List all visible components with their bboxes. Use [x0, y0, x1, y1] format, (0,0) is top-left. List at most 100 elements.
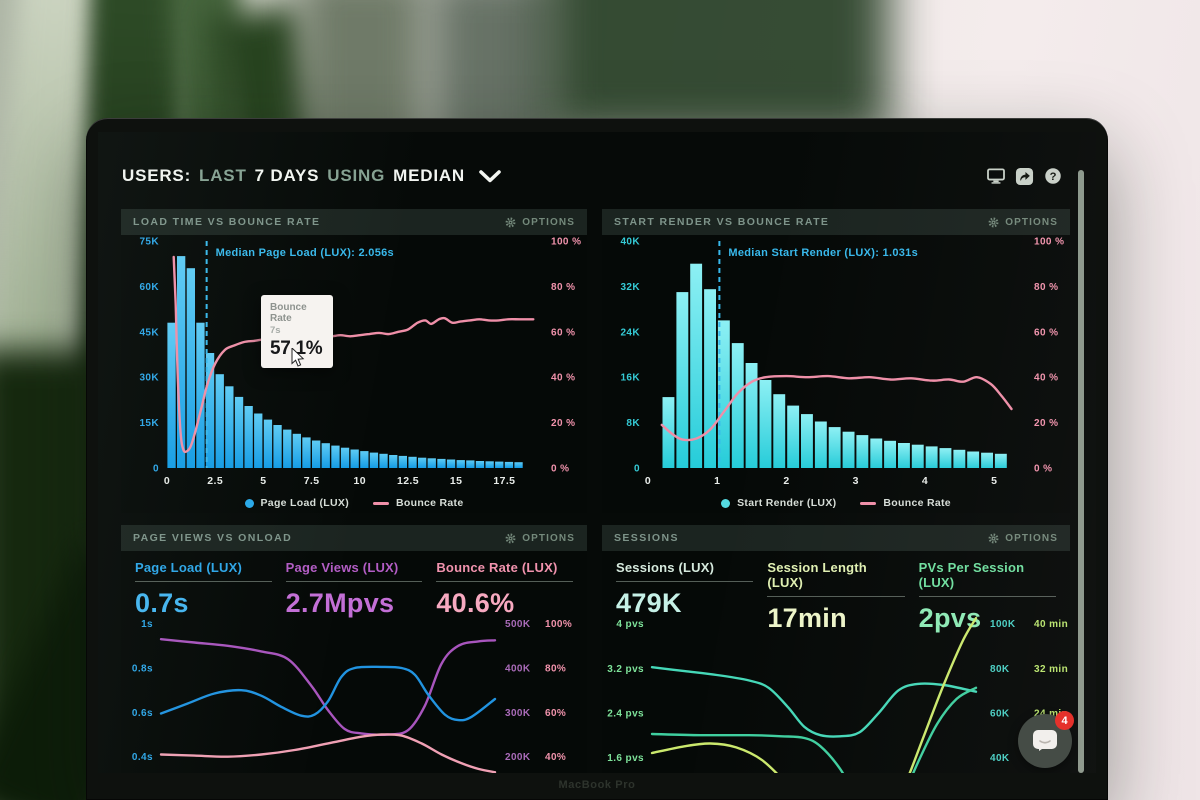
metric: Page Views (LUX) 2.7Mpvs: [285, 560, 423, 618]
metric-underline: [285, 581, 423, 582]
chart-start-render[interactable]: 40K 32K 24K 16K 8K 0 100 % 80 % 60 % 40 % 20 % 0 % 0…: [602, 235, 1070, 493]
options-button[interactable]: OPTIONS: [988, 217, 1058, 228]
dropdown-segment: USING: [327, 166, 386, 185]
legend-label: Bounce Rate: [883, 497, 951, 509]
svg-text:2.5: 2.5: [207, 475, 223, 487]
svg-text:15K: 15K: [139, 418, 159, 429]
svg-text:4: 4: [922, 475, 928, 487]
share-icon[interactable]: [1015, 167, 1034, 186]
panel-load-time: LOAD TIME VS BOUNCE RATE OPTIONS 75K 60K 4…: [121, 209, 587, 515]
dropdown-segment: 7 DAYS: [254, 166, 320, 185]
legend: Start Render (LUX) Bounce Rate: [602, 493, 1070, 513]
svg-text:80 %: 80 %: [551, 282, 575, 293]
svg-text:Median Start Render (LUX): 1.0: Median Start Render (LUX): 1.031s: [728, 247, 918, 259]
legend: Page Load (LUX) Bounce Rate: [121, 493, 587, 513]
scrollbar[interactable]: [1078, 170, 1084, 773]
svg-text:?: ?: [1050, 171, 1057, 183]
svg-text:60 %: 60 %: [1034, 327, 1058, 338]
legend-label: Start Render (LUX): [737, 497, 837, 509]
legend-item: Bounce Rate: [860, 497, 951, 509]
panel-title: PAGE VIEWS VS ONLOAD: [133, 532, 293, 544]
metric-label: Bounce Rate (LUX): [436, 560, 558, 575]
svg-text:0: 0: [634, 464, 640, 475]
chat-badge: 4: [1055, 711, 1074, 730]
metrics-row: Sessions (LUX) 479K Session Length (LUX)…: [602, 551, 1070, 633]
svg-text:5: 5: [260, 475, 266, 487]
svg-text:4 pvs: 4 pvs: [616, 619, 644, 630]
legend-line-swatch: [860, 501, 877, 505]
metric-label: Session Length (LUX): [767, 560, 867, 590]
laptop-brand-label: MacBook Pro: [558, 779, 636, 791]
metric-label: Page Load (LUX): [135, 560, 243, 575]
metric: Session Length (LUX) 17min: [767, 560, 905, 633]
plant-leaf: [545, 0, 890, 140]
options-button[interactable]: OPTIONS: [505, 217, 575, 228]
svg-text:3.2 pvs: 3.2 pvs: [607, 664, 644, 675]
svg-text:16K: 16K: [620, 373, 640, 384]
options-button[interactable]: OPTIONS: [505, 533, 575, 544]
svg-text:40 %: 40 %: [1034, 373, 1058, 384]
chart-page-views[interactable]: 1s 0.8s 0.6s 0.4s 500K 100% 400K 80% 300K 60% 200K…: [121, 613, 587, 773]
panel-title: SESSIONS: [614, 532, 679, 544]
svg-text:24 min: 24 min: [1034, 708, 1068, 719]
metric-value: 17min: [767, 603, 847, 633]
svg-text:1s: 1s: [141, 619, 153, 630]
metric-underline: [918, 596, 1056, 597]
options-button[interactable]: OPTIONS: [988, 533, 1058, 544]
legend-item: Start Render (LUX): [721, 497, 836, 509]
metric-underline: [135, 581, 272, 582]
svg-text:24K: 24K: [620, 327, 640, 338]
svg-text:100K: 100K: [990, 619, 1016, 630]
chat-launcher[interactable]: 4: [1018, 711, 1074, 768]
metric-underline: [616, 581, 754, 582]
metric: Sessions (LUX) 479K: [616, 560, 754, 618]
svg-text:15: 15: [450, 475, 462, 487]
svg-text:0: 0: [164, 475, 170, 487]
dropdown-segment: LAST: [199, 166, 247, 185]
svg-text:60K: 60K: [990, 708, 1010, 719]
svg-text:40K: 40K: [990, 753, 1010, 764]
svg-text:60K: 60K: [139, 282, 159, 293]
legend-item: Bounce Rate: [373, 497, 463, 509]
svg-text:10: 10: [354, 475, 366, 487]
svg-text:75K: 75K: [139, 237, 159, 248]
svg-text:400K: 400K: [505, 664, 531, 675]
chat-bubble-icon: [1033, 730, 1057, 751]
svg-text:Median Page Load (LUX): 2.056s: Median Page Load (LUX): 2.056s: [216, 247, 394, 259]
svg-text:0.8s: 0.8s: [132, 664, 153, 675]
panel-title: LOAD TIME VS BOUNCE RATE: [133, 216, 321, 228]
panel-header: START RENDER VS BOUNCE RATE OPTIONS: [602, 209, 1070, 235]
users-dropdown[interactable]: USERS: LAST 7 DAYS USING MEDIAN: [122, 166, 501, 186]
svg-text:100 %: 100 %: [1034, 237, 1064, 248]
panel-page-views: PAGE VIEWS VS ONLOAD OPTIONS Page Load (…: [121, 525, 587, 773]
panel-sessions: SESSIONS OPTIONS Sessions (LUX) 479K Ses…: [602, 525, 1070, 773]
legend-dot: [244, 498, 254, 508]
svg-text:60%: 60%: [545, 708, 566, 719]
svg-text:0: 0: [645, 475, 651, 487]
metric-underline: [767, 596, 905, 597]
chart-load-time[interactable]: 75K 60K 45K 30K 15K 0 100 % 80 % 60 % 40 % 20 % 0 %…: [121, 235, 587, 493]
panel-header: SESSIONS OPTIONS: [602, 525, 1070, 551]
metric: PVs Per Session (LUX) 2pvs: [918, 560, 1056, 633]
laptop: MacBook Pro USERS: LAST 7 DAYS USING MED…: [86, 118, 1108, 800]
metric-value: 479K: [616, 588, 682, 618]
chart-sessions[interactable]: 4 pvs 3.2 pvs 2.4 pvs 1.6 pvs 100K 40 min 80K 3…: [602, 613, 1070, 773]
svg-text:300K: 300K: [505, 708, 531, 719]
svg-text:200K: 200K: [505, 752, 531, 763]
svg-text:40%: 40%: [545, 752, 566, 763]
gear-icon: [988, 533, 999, 543]
options-label: OPTIONS: [522, 216, 575, 228]
svg-text:5: 5: [991, 475, 997, 487]
help-icon[interactable]: ?: [1044, 167, 1062, 185]
legend-line-swatch: [373, 501, 390, 505]
svg-text:20 %: 20 %: [1034, 418, 1058, 429]
svg-text:45K: 45K: [139, 327, 159, 338]
svg-text:0: 0: [153, 464, 159, 475]
options-label: OPTIONS: [522, 532, 575, 544]
svg-text:40 %: 40 %: [551, 373, 575, 384]
display-icon[interactable]: [987, 168, 1005, 184]
svg-text:12.5: 12.5: [397, 475, 419, 487]
tooltip-title: Bounce Rate: [270, 302, 307, 324]
svg-text:80 %: 80 %: [1034, 282, 1058, 293]
svg-text:500K: 500K: [505, 619, 531, 630]
